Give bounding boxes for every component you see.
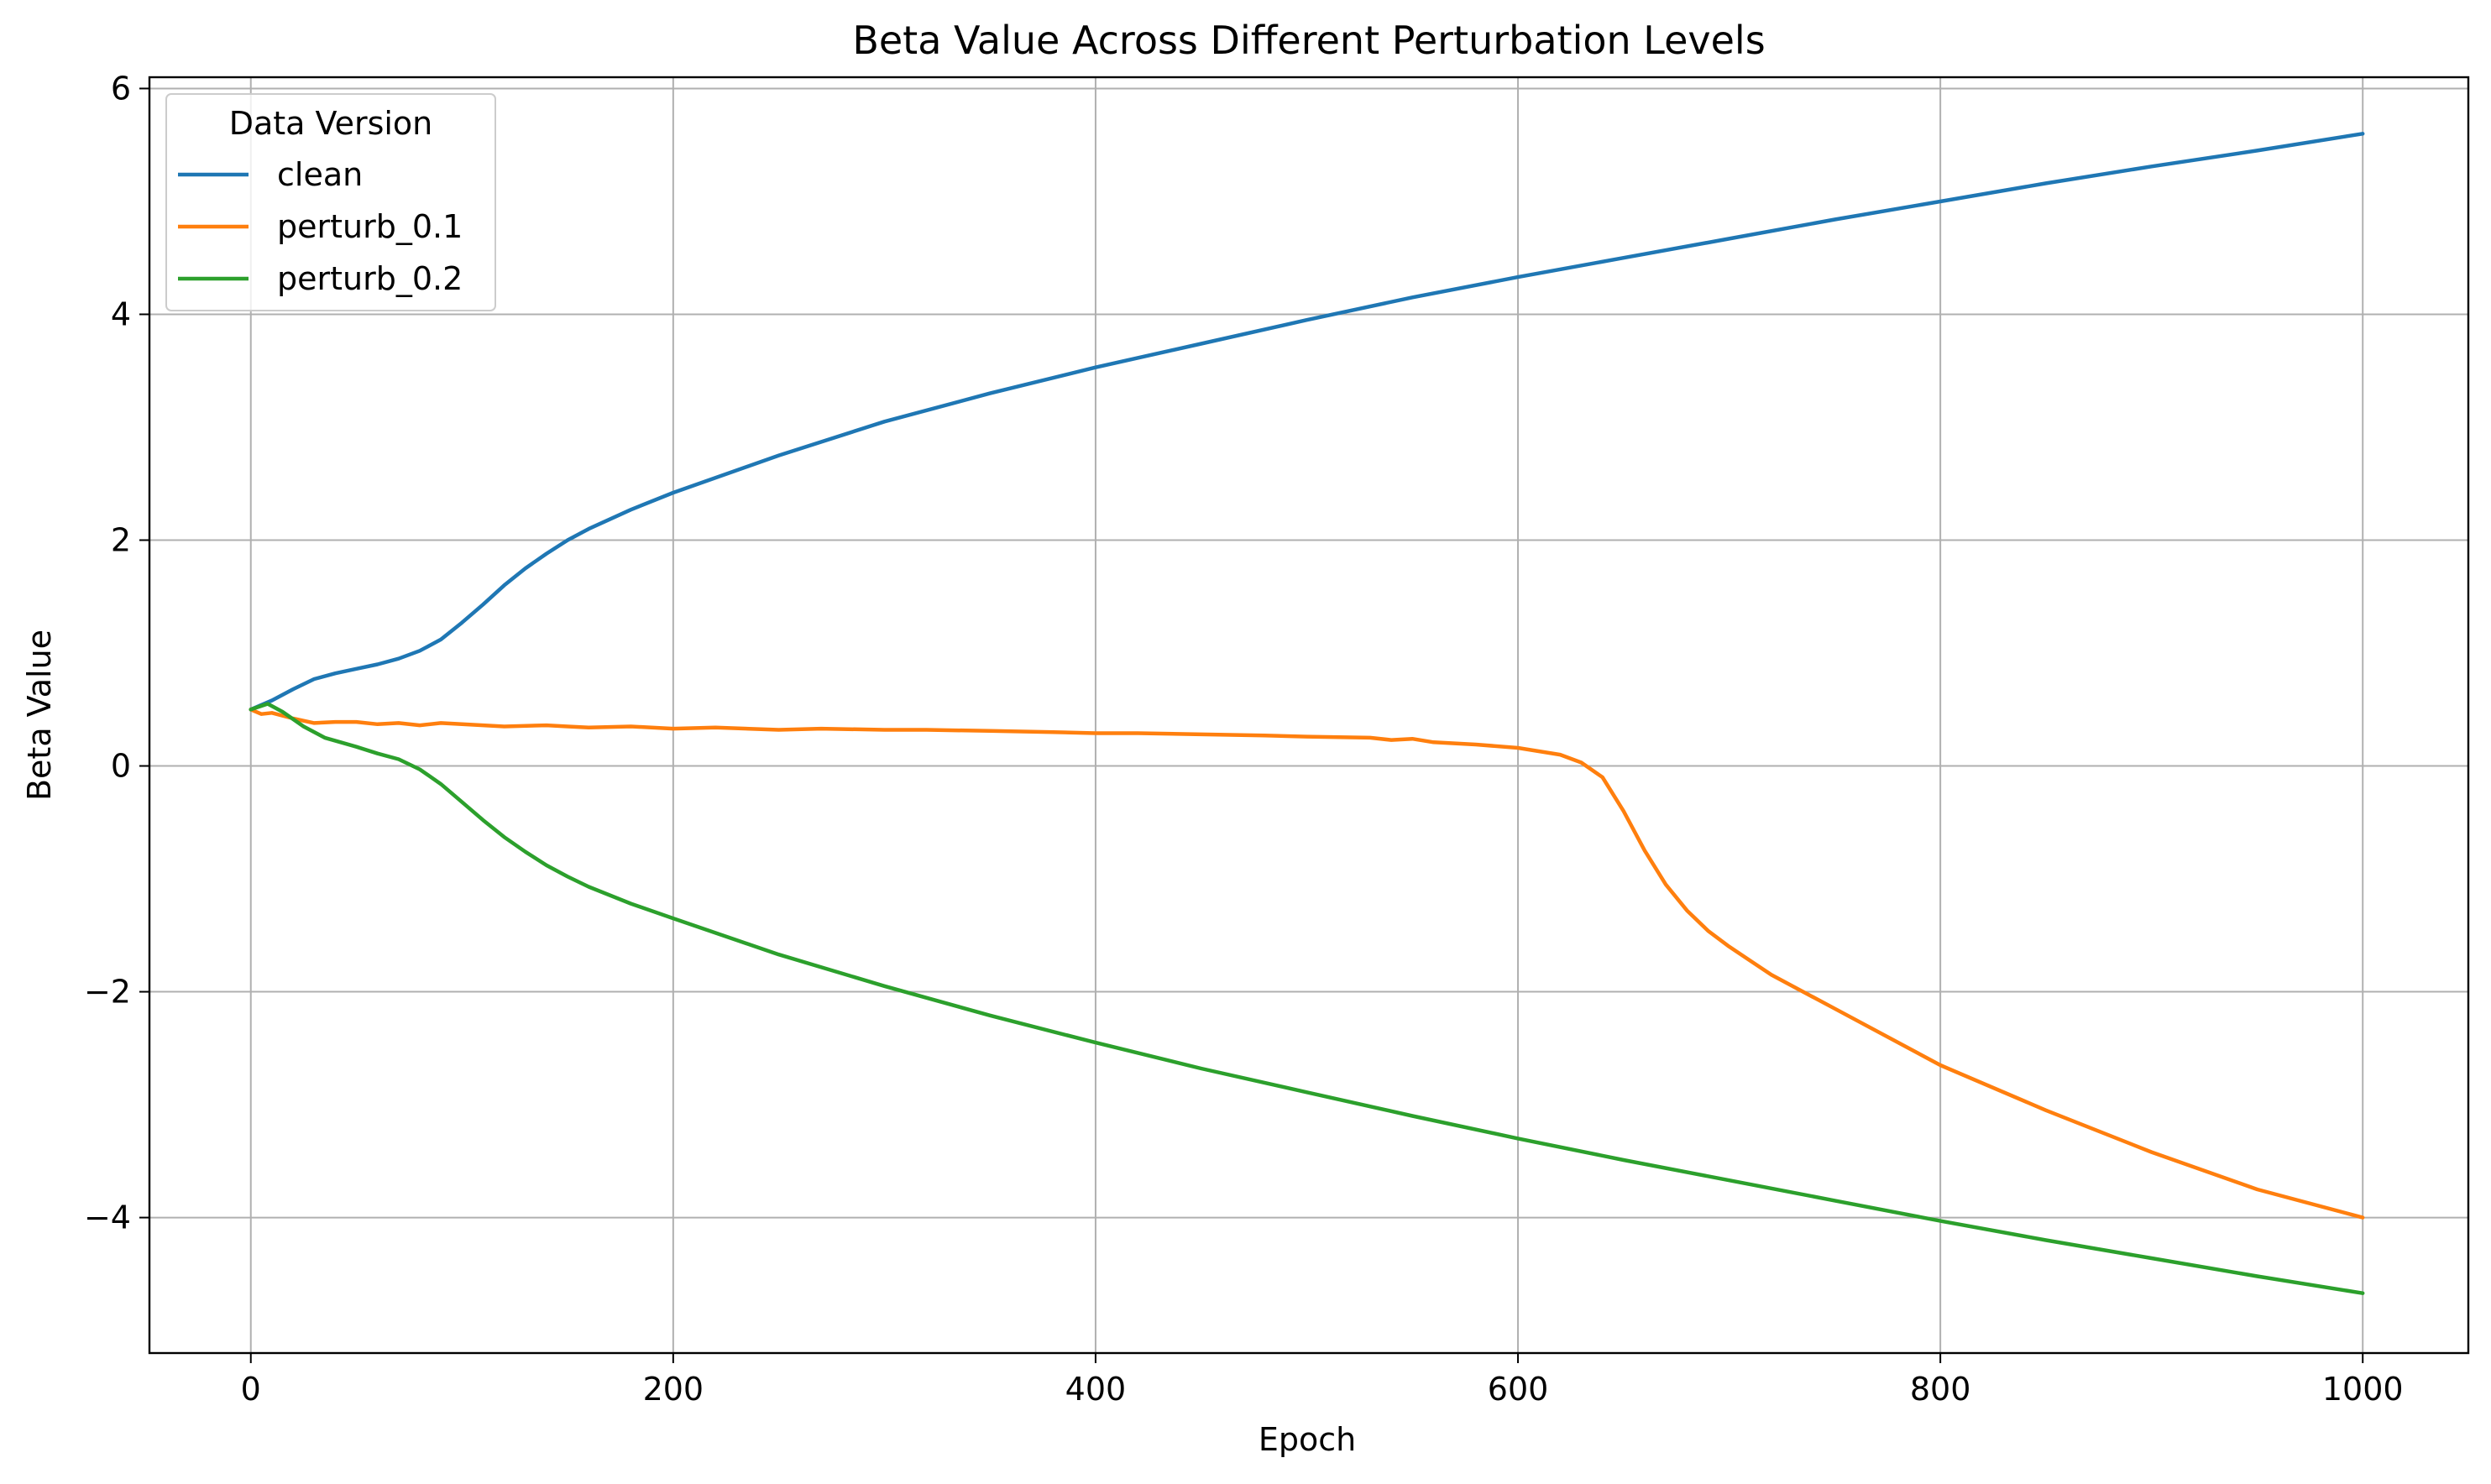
legend-title: Data Version	[229, 105, 433, 142]
plot-frame	[148, 76, 2470, 1355]
y-tick-label: 2	[111, 522, 131, 559]
series-line-clean	[249, 132, 2365, 712]
x-tick-label: 200	[643, 1371, 704, 1408]
legend-label-perturb_0.1: perturb_0.1	[277, 208, 463, 245]
y-tick-label: −4	[84, 1199, 131, 1236]
y-tick-label: 0	[111, 748, 131, 785]
series-line-perturb_0.1	[249, 708, 2365, 1220]
y-tick-label: 4	[111, 295, 131, 332]
legend-label-perturb_0.2: perturb_0.2	[277, 260, 463, 297]
legend: Data Version clean perturb_0.1 perturb_0.2	[165, 93, 496, 311]
chart-title: Beta Value Across Different Perturbation…	[852, 18, 1765, 63]
x-tick-label: 800	[1910, 1371, 1971, 1408]
x-tick-label: 400	[1065, 1371, 1127, 1408]
y-tick-label: 6	[111, 70, 131, 107]
series-lines	[249, 132, 2365, 1295]
legend-box	[165, 93, 496, 311]
y-axis-label: Beta Value	[21, 630, 58, 801]
axis-ticks: 0 200 400 600 800 1000 −4 −2 0 2 4 6	[84, 70, 2404, 1408]
legend-label-clean: clean	[277, 156, 363, 193]
legend-entries: clean perturb_0.1 perturb_0.2	[178, 156, 463, 297]
grid	[149, 77, 2468, 1353]
x-axis-label: Epoch	[1259, 1421, 1356, 1458]
series-line-perturb_0.2	[249, 702, 2365, 1295]
x-tick-label: 1000	[2322, 1371, 2404, 1408]
x-tick-label: 600	[1488, 1371, 1549, 1408]
x-tick-label: 0	[241, 1371, 261, 1408]
y-tick-label: −2	[84, 974, 131, 1011]
